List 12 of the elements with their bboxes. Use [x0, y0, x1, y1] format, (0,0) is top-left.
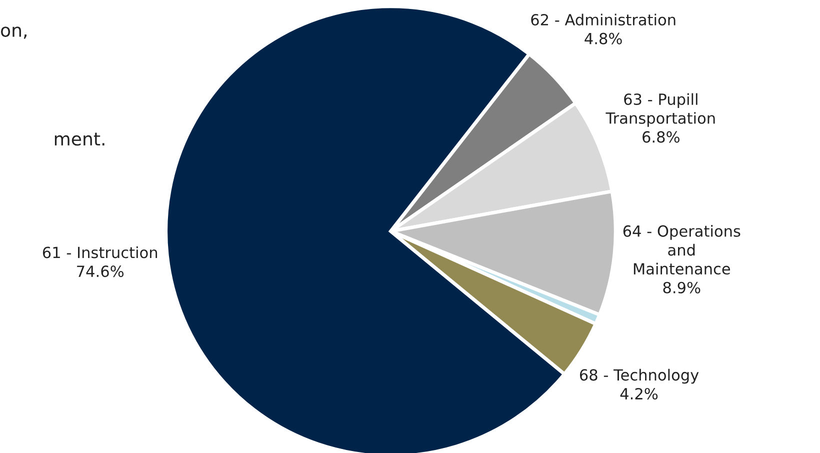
data-label: 8.9%	[663, 282, 700, 294]
slice-label: 62 - Administration	[531, 14, 676, 26]
text: on,	[0, 26, 26, 39]
data-label: 74.6%	[77, 266, 124, 278]
data-label: 6.8%	[642, 131, 680, 143]
data-label: 4.2%	[620, 388, 658, 400]
slice-label: 68 - Technology	[580, 368, 699, 384]
data-label: 4.8%	[584, 32, 622, 44]
slice-label: 63 - Pupill Transportation	[606, 93, 715, 127]
slice-label: 64 - Operations and Maintenance	[623, 225, 740, 275]
text: ment.	[54, 132, 104, 146]
slice-label: 61 - Instruction	[42, 246, 158, 258]
